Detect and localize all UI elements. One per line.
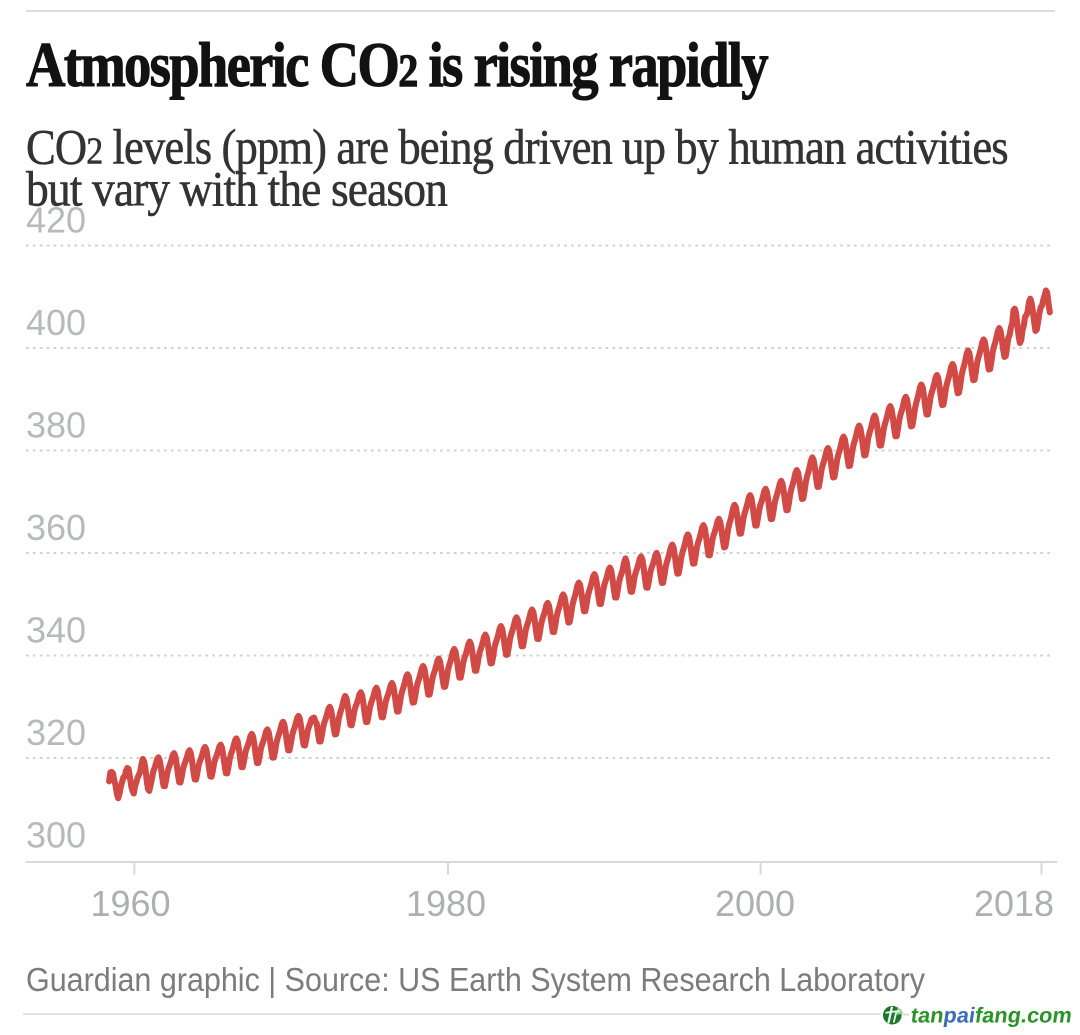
svg-text:CO2 levels (ppm) are being dri: CO2 levels (ppm) are being driven up by … xyxy=(26,120,1008,175)
svg-text:420: 420 xyxy=(26,200,86,241)
svg-text:320: 320 xyxy=(26,712,86,753)
svg-text:Guardian graphic | Source: US: Guardian graphic | Source: US Earth Syst… xyxy=(26,961,925,998)
svg-text:1960: 1960 xyxy=(90,883,170,924)
svg-text:2000: 2000 xyxy=(715,883,795,924)
svg-text:360: 360 xyxy=(26,507,86,548)
svg-text:Atmospheric CO2 is rising rapi: Atmospheric CO2 is rising rapidly xyxy=(26,29,769,100)
svg-text:tanpaifang.com: tanpaifang.com xyxy=(909,1003,1073,1028)
svg-text:2018: 2018 xyxy=(974,883,1054,924)
svg-text:380: 380 xyxy=(26,405,86,446)
svg-text:300: 300 xyxy=(26,815,86,856)
svg-text:1980: 1980 xyxy=(406,883,486,924)
svg-text:but vary with the season: but vary with the season xyxy=(26,162,448,217)
svg-text:340: 340 xyxy=(26,610,86,651)
svg-text:400: 400 xyxy=(26,302,86,343)
